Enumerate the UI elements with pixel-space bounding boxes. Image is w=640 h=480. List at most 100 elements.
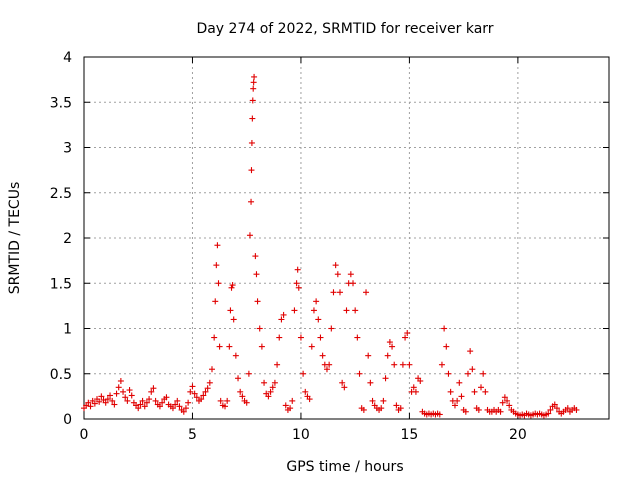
data-point <box>189 383 196 390</box>
data-point <box>504 397 511 404</box>
data-point <box>182 405 189 412</box>
data-point <box>458 393 465 400</box>
data-point <box>143 399 150 406</box>
data-point <box>323 366 330 373</box>
data-point <box>208 366 215 373</box>
y-tick-label: 3 <box>63 141 72 157</box>
data-point <box>445 370 452 377</box>
data-point <box>163 394 170 401</box>
x-tick-label: 10 <box>292 427 310 443</box>
data-point <box>200 392 207 399</box>
data-point <box>228 284 235 291</box>
data-point <box>363 289 370 296</box>
data-point <box>350 280 357 287</box>
y-tick-label: 1.5 <box>50 276 72 292</box>
data-point <box>217 397 224 404</box>
data-point <box>215 280 222 287</box>
data-point <box>198 396 205 403</box>
data-point <box>310 307 317 314</box>
data-point <box>115 384 122 391</box>
data-point <box>256 325 263 332</box>
data-point <box>302 388 309 395</box>
data-point <box>471 388 478 395</box>
data-point <box>250 85 257 92</box>
data-point <box>159 399 166 406</box>
data-point <box>109 397 116 404</box>
data-point <box>169 405 176 412</box>
data-point <box>315 316 322 323</box>
data-point <box>386 339 393 346</box>
data-point <box>406 361 413 368</box>
data-point <box>499 399 506 406</box>
data-point <box>397 405 404 412</box>
data-point <box>111 401 118 408</box>
x-tick-label: 5 <box>188 427 197 443</box>
data-point <box>297 334 304 341</box>
data-point <box>280 311 287 318</box>
data-points <box>81 73 580 419</box>
data-point <box>230 316 237 323</box>
grid-lines <box>84 57 609 419</box>
data-point <box>248 139 255 146</box>
data-point <box>464 370 471 377</box>
data-point <box>128 392 135 399</box>
data-point <box>249 115 256 122</box>
data-point <box>294 266 301 273</box>
data-point <box>85 399 92 406</box>
data-point <box>393 402 400 409</box>
data-point <box>456 379 463 386</box>
y-axis-label: SRMTID / TECUs <box>7 182 23 295</box>
data-point <box>245 370 252 377</box>
x-axis-label: GPS time / hours <box>286 459 403 475</box>
data-point <box>564 405 571 412</box>
data-point <box>212 298 219 305</box>
data-point <box>319 352 326 359</box>
data-point <box>391 361 398 368</box>
data-point <box>148 388 155 395</box>
data-point <box>506 402 513 409</box>
data-point <box>87 403 94 410</box>
data-point <box>334 271 341 278</box>
data-point <box>91 400 98 407</box>
data-point <box>269 384 276 391</box>
x-tick-label: 0 <box>80 427 89 443</box>
data-point <box>497 408 504 415</box>
data-point <box>380 397 387 404</box>
data-point <box>339 379 346 386</box>
data-point <box>156 403 163 410</box>
data-point <box>378 405 385 412</box>
data-point <box>102 399 109 406</box>
data-point <box>287 405 294 412</box>
data-point <box>248 198 255 205</box>
data-point <box>243 399 250 406</box>
data-point <box>174 397 181 404</box>
data-point <box>410 384 417 391</box>
data-point <box>389 343 396 350</box>
data-point <box>267 388 274 395</box>
data-point <box>317 334 324 341</box>
data-point <box>124 397 131 404</box>
data-point <box>237 388 244 395</box>
data-point <box>326 361 333 368</box>
data-point <box>239 393 246 400</box>
data-point <box>206 379 213 386</box>
data-point <box>213 262 220 269</box>
data-point <box>137 401 144 408</box>
data-point <box>271 379 278 386</box>
data-point <box>98 393 105 400</box>
data-point <box>336 289 343 296</box>
data-point <box>462 408 469 415</box>
data-point <box>276 334 283 341</box>
data-point <box>478 384 485 391</box>
x-tick-label: 20 <box>509 427 527 443</box>
data-point <box>216 343 223 350</box>
data-point <box>365 352 372 359</box>
data-point <box>253 271 260 278</box>
data-point <box>227 307 234 314</box>
data-point <box>141 403 148 410</box>
x-tick-label: 15 <box>400 427 418 443</box>
data-point <box>204 385 211 392</box>
data-point <box>551 401 558 408</box>
data-point <box>480 370 487 377</box>
data-point <box>211 334 218 341</box>
